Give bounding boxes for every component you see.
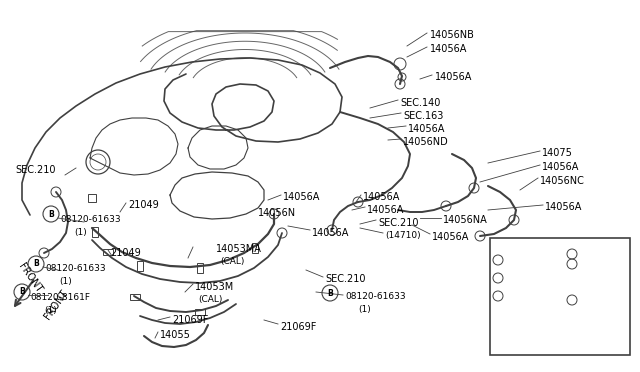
Text: 08120-61633: 08120-61633 bbox=[60, 215, 120, 224]
Text: 14056A: 14056A bbox=[312, 228, 349, 238]
Text: SEC.210: SEC.210 bbox=[15, 165, 56, 175]
Text: SEC.210: SEC.210 bbox=[325, 274, 365, 284]
Text: (1): (1) bbox=[59, 277, 72, 286]
Text: 08120-8161F: 08120-8161F bbox=[30, 293, 90, 302]
Text: FED.CA: FED.CA bbox=[565, 245, 607, 255]
Text: (CAL): (CAL) bbox=[220, 257, 244, 266]
Text: (14710): (14710) bbox=[385, 231, 420, 240]
Bar bbox=[252, 243, 258, 253]
Text: 08120-61633: 08120-61633 bbox=[45, 264, 106, 273]
Bar bbox=[88, 194, 96, 202]
Text: 14053M: 14053M bbox=[195, 282, 234, 292]
Text: 14056A: 14056A bbox=[363, 192, 401, 202]
Bar bbox=[195, 309, 205, 315]
Text: B: B bbox=[19, 288, 25, 296]
Text: 14056NC: 14056NC bbox=[540, 176, 585, 186]
Text: SEC.163: SEC.163 bbox=[403, 111, 444, 121]
Text: 14056A: 14056A bbox=[408, 124, 445, 134]
Bar bbox=[103, 249, 113, 255]
Text: 14056NA: 14056NA bbox=[443, 215, 488, 225]
Text: FRONT: FRONT bbox=[42, 288, 69, 321]
Text: B: B bbox=[48, 209, 54, 218]
Bar bbox=[197, 263, 203, 273]
Bar bbox=[92, 227, 98, 237]
Text: 14056A: 14056A bbox=[545, 202, 582, 212]
Bar bbox=[130, 294, 140, 300]
Text: SEC.140: SEC.140 bbox=[400, 98, 440, 108]
Text: (1): (1) bbox=[358, 305, 371, 314]
Text: B: B bbox=[327, 289, 333, 298]
Text: 14056A: 14056A bbox=[435, 72, 472, 82]
Text: 14056ND: 14056ND bbox=[403, 137, 449, 147]
Text: A2: C008: A2: C008 bbox=[535, 345, 576, 354]
Bar bbox=[137, 261, 143, 271]
Text: (1): (1) bbox=[44, 306, 57, 315]
Text: B: B bbox=[33, 260, 39, 269]
Bar bbox=[490, 238, 630, 355]
Text: 14053M: 14053M bbox=[572, 320, 611, 330]
Text: (1): (1) bbox=[74, 228, 87, 237]
Text: 14056NB: 14056NB bbox=[430, 30, 475, 40]
Text: 14056A: 14056A bbox=[430, 44, 467, 54]
Text: 14053MA: 14053MA bbox=[216, 244, 262, 254]
Text: 21069F: 21069F bbox=[172, 315, 209, 325]
Text: 14056A: 14056A bbox=[283, 192, 321, 202]
Text: 21069F: 21069F bbox=[280, 322, 316, 332]
Text: FRONT: FRONT bbox=[17, 262, 44, 295]
Text: 14056A: 14056A bbox=[432, 232, 469, 242]
Text: 21049: 21049 bbox=[128, 200, 159, 210]
Text: 21049: 21049 bbox=[110, 248, 141, 258]
Text: SEC.210: SEC.210 bbox=[378, 218, 419, 228]
Text: 14075: 14075 bbox=[542, 148, 573, 158]
Text: 14053MA: 14053MA bbox=[566, 285, 612, 295]
Text: 08120-61633: 08120-61633 bbox=[345, 292, 406, 301]
Text: (CAL): (CAL) bbox=[198, 295, 222, 304]
Text: 14056A: 14056A bbox=[542, 162, 579, 172]
Text: 14056A: 14056A bbox=[367, 205, 404, 215]
Text: 14056N: 14056N bbox=[258, 208, 296, 218]
Text: 14055: 14055 bbox=[160, 330, 191, 340]
